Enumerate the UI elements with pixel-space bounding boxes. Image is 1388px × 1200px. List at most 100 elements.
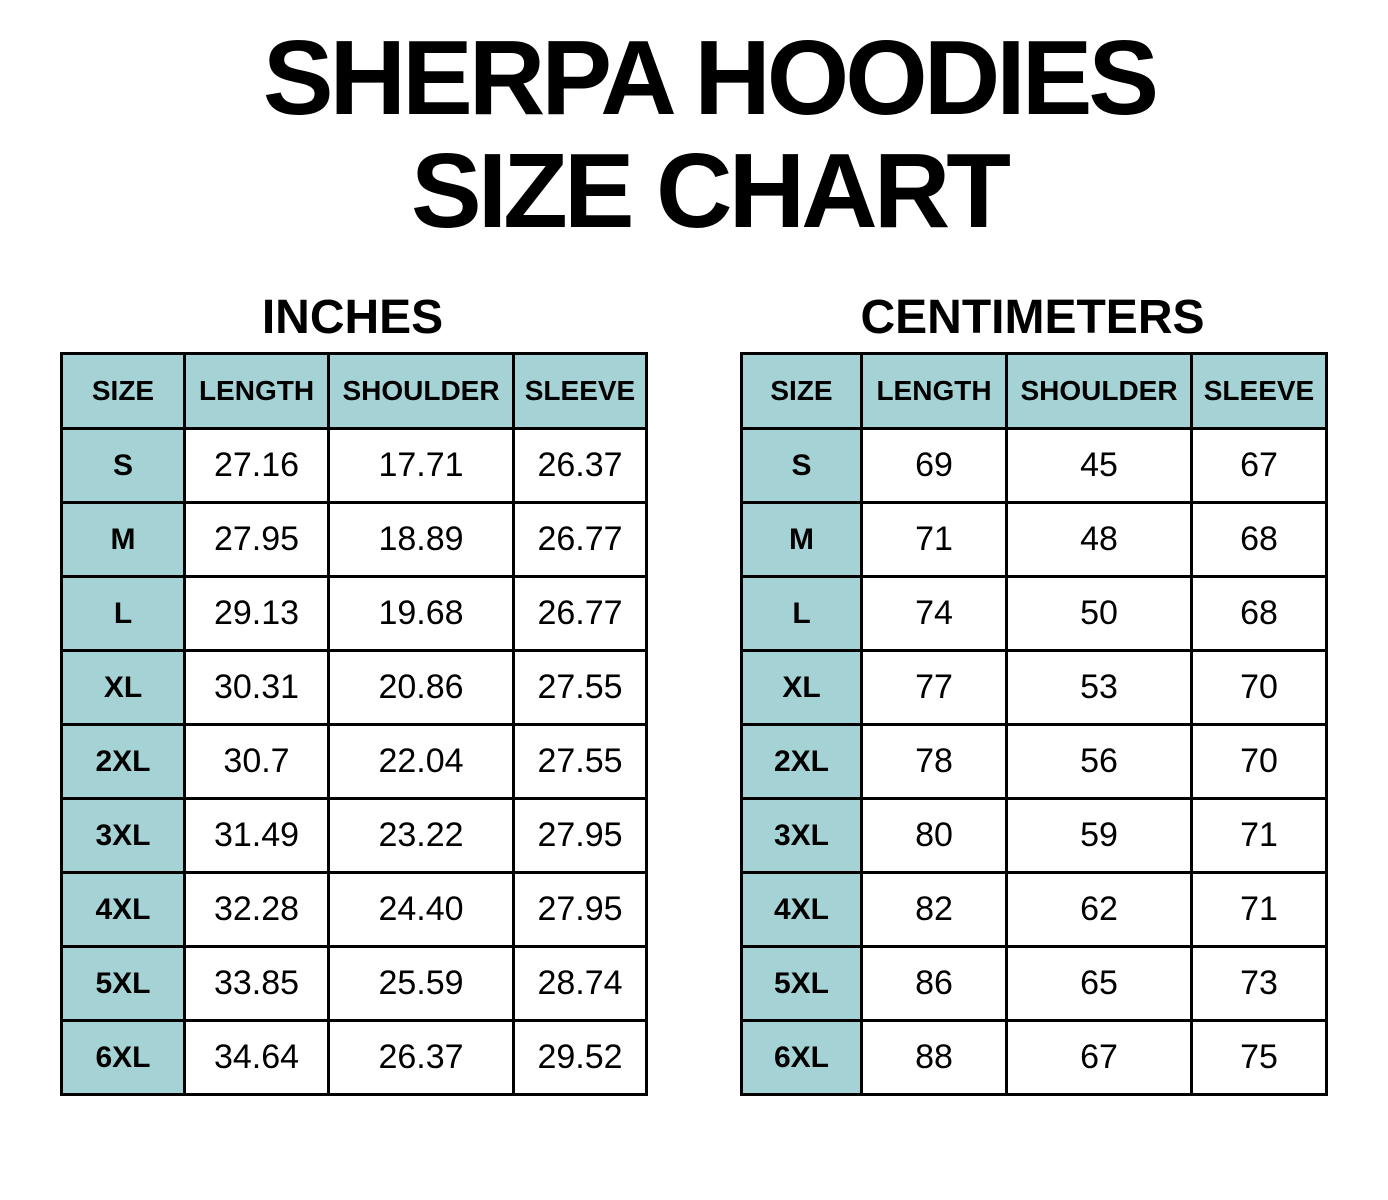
shoulder-cell: 59 <box>1005 797 1193 874</box>
length-cell: 34.64 <box>183 1019 330 1096</box>
inches-table: SIZE LENGTH SHOULDER SLEEVE S 27.16 17.7… <box>60 352 648 1096</box>
table-row: M 27.95 18.89 26.77 <box>60 501 648 578</box>
sleeve-cell: 28.74 <box>512 945 648 1022</box>
table-row: L 29.13 19.68 26.77 <box>60 575 648 652</box>
size-cell: M <box>740 501 863 578</box>
sleeve-cell: 26.37 <box>512 427 648 504</box>
size-cell: 3XL <box>60 797 186 874</box>
size-cell: XL <box>740 649 863 726</box>
length-cell: 71 <box>860 501 1008 578</box>
length-cell: 80 <box>860 797 1008 874</box>
shoulder-cell: 17.71 <box>327 427 515 504</box>
size-cell: L <box>740 575 863 652</box>
shoulder-cell: 62 <box>1005 871 1193 948</box>
length-cell: 88 <box>860 1019 1008 1096</box>
col-header-sleeve: SLEEVE <box>512 352 648 430</box>
size-cell: 5XL <box>740 945 863 1022</box>
size-cell: 3XL <box>740 797 863 874</box>
col-header-shoulder: SHOULDER <box>1005 352 1193 430</box>
table-row: 5XL 33.85 25.59 28.74 <box>60 945 648 1022</box>
shoulder-cell: 48 <box>1005 501 1193 578</box>
size-cell: XL <box>60 649 186 726</box>
size-cell: 4XL <box>60 871 186 948</box>
shoulder-cell: 19.68 <box>327 575 515 652</box>
centimeters-table: SIZE LENGTH SHOULDER SLEEVE S 69 45 67 M… <box>740 352 1328 1096</box>
length-cell: 77 <box>860 649 1008 726</box>
sleeve-cell: 70 <box>1190 723 1328 800</box>
shoulder-cell: 22.04 <box>327 723 515 800</box>
sleeve-cell: 26.77 <box>512 575 648 652</box>
sleeve-cell: 68 <box>1190 575 1328 652</box>
col-header-length: LENGTH <box>183 352 330 430</box>
table-row: 4XL 82 62 71 <box>740 871 1328 948</box>
size-cell: 6XL <box>740 1019 863 1096</box>
length-cell: 82 <box>860 871 1008 948</box>
size-cell: 2XL <box>740 723 863 800</box>
sleeve-cell: 73 <box>1190 945 1328 1022</box>
sleeve-cell: 27.55 <box>512 723 648 800</box>
table-row: 2XL 78 56 70 <box>740 723 1328 800</box>
shoulder-cell: 23.22 <box>327 797 515 874</box>
table-row: L 74 50 68 <box>740 575 1328 652</box>
size-cell: L <box>60 575 186 652</box>
page-title: SHERPA HOODIES SIZE CHART <box>30 19 1388 251</box>
shoulder-cell: 67 <box>1005 1019 1193 1096</box>
table-row: 2XL 30.7 22.04 27.55 <box>60 723 648 800</box>
col-header-length: LENGTH <box>860 352 1008 430</box>
col-header-size: SIZE <box>60 352 186 430</box>
sleeve-cell: 27.95 <box>512 797 648 874</box>
length-cell: 32.28 <box>183 871 330 948</box>
table-row: 5XL 86 65 73 <box>740 945 1328 1022</box>
table-row: 6XL 34.64 26.37 29.52 <box>60 1019 648 1096</box>
header-row: SIZE LENGTH SHOULDER SLEEVE <box>60 352 648 430</box>
length-cell: 27.95 <box>183 501 330 578</box>
size-cell: 4XL <box>740 871 863 948</box>
sleeve-cell: 71 <box>1190 797 1328 874</box>
shoulder-cell: 65 <box>1005 945 1193 1022</box>
sleeve-cell: 75 <box>1190 1019 1328 1096</box>
sleeve-cell: 68 <box>1190 501 1328 578</box>
size-cell: 6XL <box>60 1019 186 1096</box>
sleeve-cell: 26.77 <box>512 501 648 578</box>
page-title-line2: SIZE CHART <box>411 132 1011 251</box>
col-header-sleeve: SLEEVE <box>1190 352 1328 430</box>
inches-heading: INCHES <box>261 291 444 344</box>
shoulder-cell: 26.37 <box>327 1019 515 1096</box>
col-header-size: SIZE <box>740 352 863 430</box>
shoulder-cell: 18.89 <box>327 501 515 578</box>
length-cell: 30.31 <box>183 649 330 726</box>
table-row: S 27.16 17.71 26.37 <box>60 427 648 504</box>
sleeve-cell: 29.52 <box>512 1019 648 1096</box>
sleeve-cell: 27.55 <box>512 649 648 726</box>
length-cell: 86 <box>860 945 1008 1022</box>
col-header-shoulder: SHOULDER <box>327 352 515 430</box>
length-cell: 69 <box>860 427 1008 504</box>
size-cell: S <box>60 427 186 504</box>
sleeve-cell: 70 <box>1190 649 1328 726</box>
size-cell: 2XL <box>60 723 186 800</box>
table-row: 4XL 32.28 24.40 27.95 <box>60 871 648 948</box>
table-row: 3XL 80 59 71 <box>740 797 1328 874</box>
table-row: XL 77 53 70 <box>740 649 1328 726</box>
table-row: XL 30.31 20.86 27.55 <box>60 649 648 726</box>
table-row: S 69 45 67 <box>740 427 1328 504</box>
table-row: M 71 48 68 <box>740 501 1328 578</box>
length-cell: 78 <box>860 723 1008 800</box>
centimeters-heading: CENTIMETERS <box>860 291 1205 344</box>
length-cell: 29.13 <box>183 575 330 652</box>
sleeve-cell: 27.95 <box>512 871 648 948</box>
page-title-line1: SHERPA HOODIES <box>262 19 1159 137</box>
shoulder-cell: 20.86 <box>327 649 515 726</box>
table-row: 3XL 31.49 23.22 27.95 <box>60 797 648 874</box>
length-cell: 27.16 <box>183 427 330 504</box>
shoulder-cell: 45 <box>1005 427 1193 504</box>
shoulder-cell: 53 <box>1005 649 1193 726</box>
shoulder-cell: 25.59 <box>327 945 515 1022</box>
size-cell: S <box>740 427 863 504</box>
table-row: 6XL 88 67 75 <box>740 1019 1328 1096</box>
sleeve-cell: 67 <box>1190 427 1328 504</box>
sleeve-cell: 71 <box>1190 871 1328 948</box>
size-cell: M <box>60 501 186 578</box>
size-cell: 5XL <box>60 945 186 1022</box>
